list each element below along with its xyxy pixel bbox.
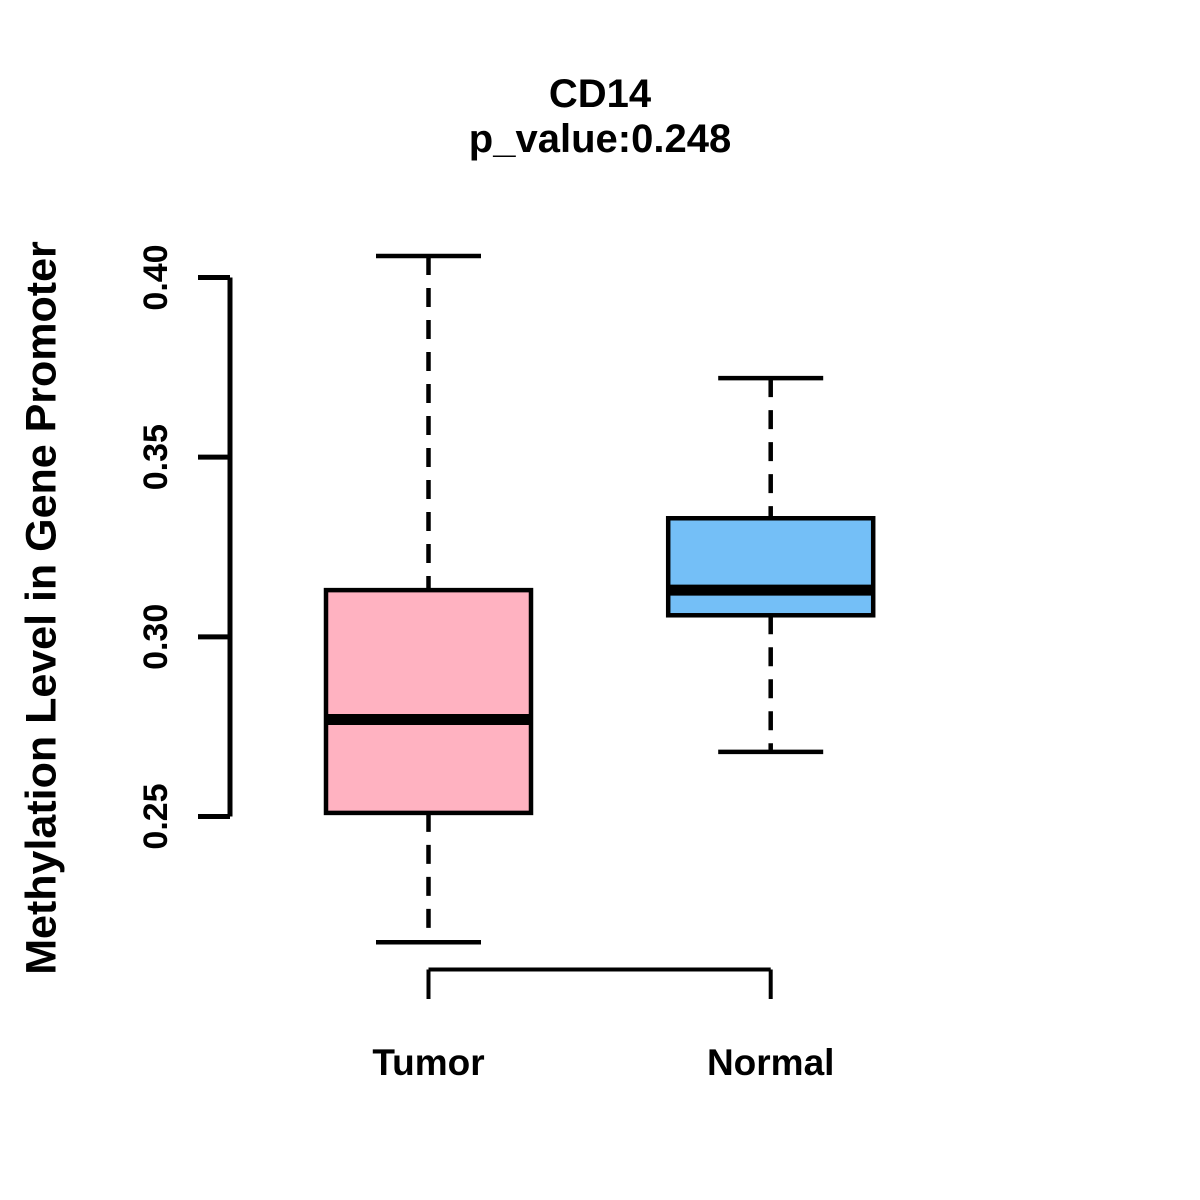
y-tick-label: 0.35 xyxy=(137,424,175,490)
x-category-label-normal: Normal xyxy=(706,1042,835,1083)
y-tick-label: 0.40 xyxy=(137,244,175,310)
y-tick-label: 0.25 xyxy=(137,783,175,849)
chart-subtitle-pvalue: p_value:0.248 xyxy=(468,117,732,161)
iqr-box-normal xyxy=(665,516,876,618)
x-category-label-tumor: Tumor xyxy=(372,1042,485,1083)
chart-title: CD14 xyxy=(548,72,652,116)
iqr-box-tumor xyxy=(323,587,534,816)
y-tick-label: 0.30 xyxy=(137,604,175,670)
